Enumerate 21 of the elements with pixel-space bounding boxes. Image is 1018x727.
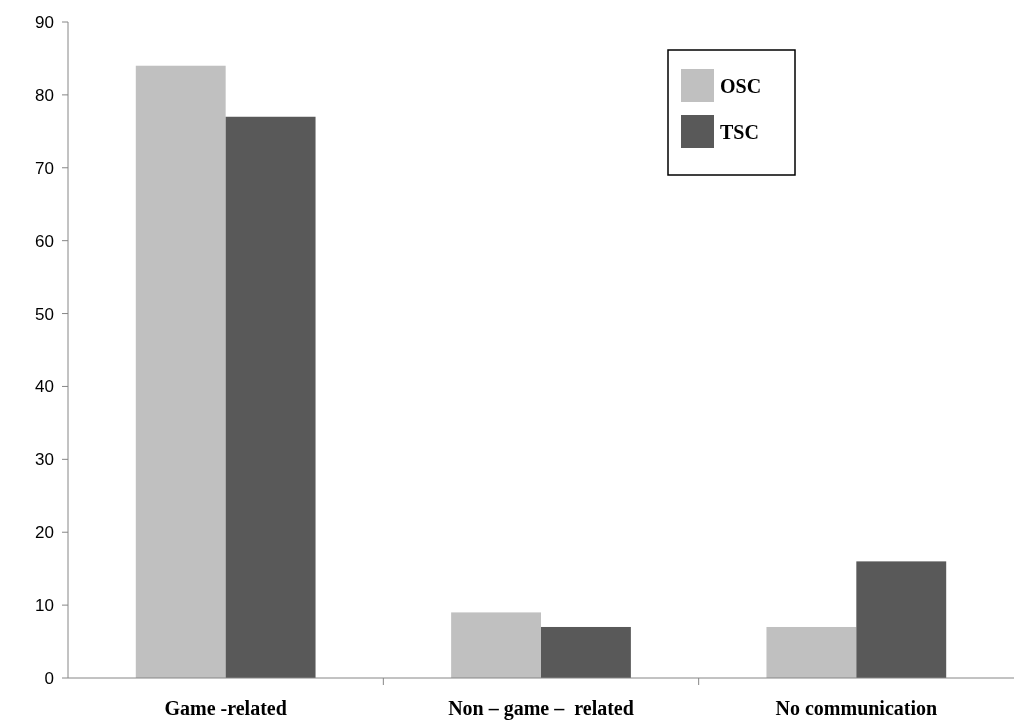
bar [225, 116, 316, 678]
y-tick-label: 20 [35, 523, 54, 543]
y-tick-label: 60 [35, 231, 54, 251]
legend-label: OSC [720, 75, 762, 97]
bar [135, 65, 226, 678]
y-tick-label: 50 [35, 304, 54, 324]
y-tick-label: 90 [35, 12, 54, 32]
y-tick-label: 0 [44, 668, 54, 688]
x-tick-label: No communication [775, 697, 938, 719]
x-tick-label: Non – game – related [448, 697, 634, 720]
bar [766, 626, 857, 678]
bar [541, 626, 631, 678]
y-tick-label: 40 [35, 377, 54, 397]
y-tick-label: 10 [35, 596, 54, 616]
bar [856, 561, 947, 678]
y-tick-label: 80 [35, 85, 54, 105]
y-tick-label: 70 [35, 158, 54, 178]
y-tick-label: 30 [35, 450, 54, 470]
bar [451, 612, 541, 678]
x-tick-label: Game -related [164, 697, 287, 719]
legend-label: TSC [720, 121, 759, 143]
